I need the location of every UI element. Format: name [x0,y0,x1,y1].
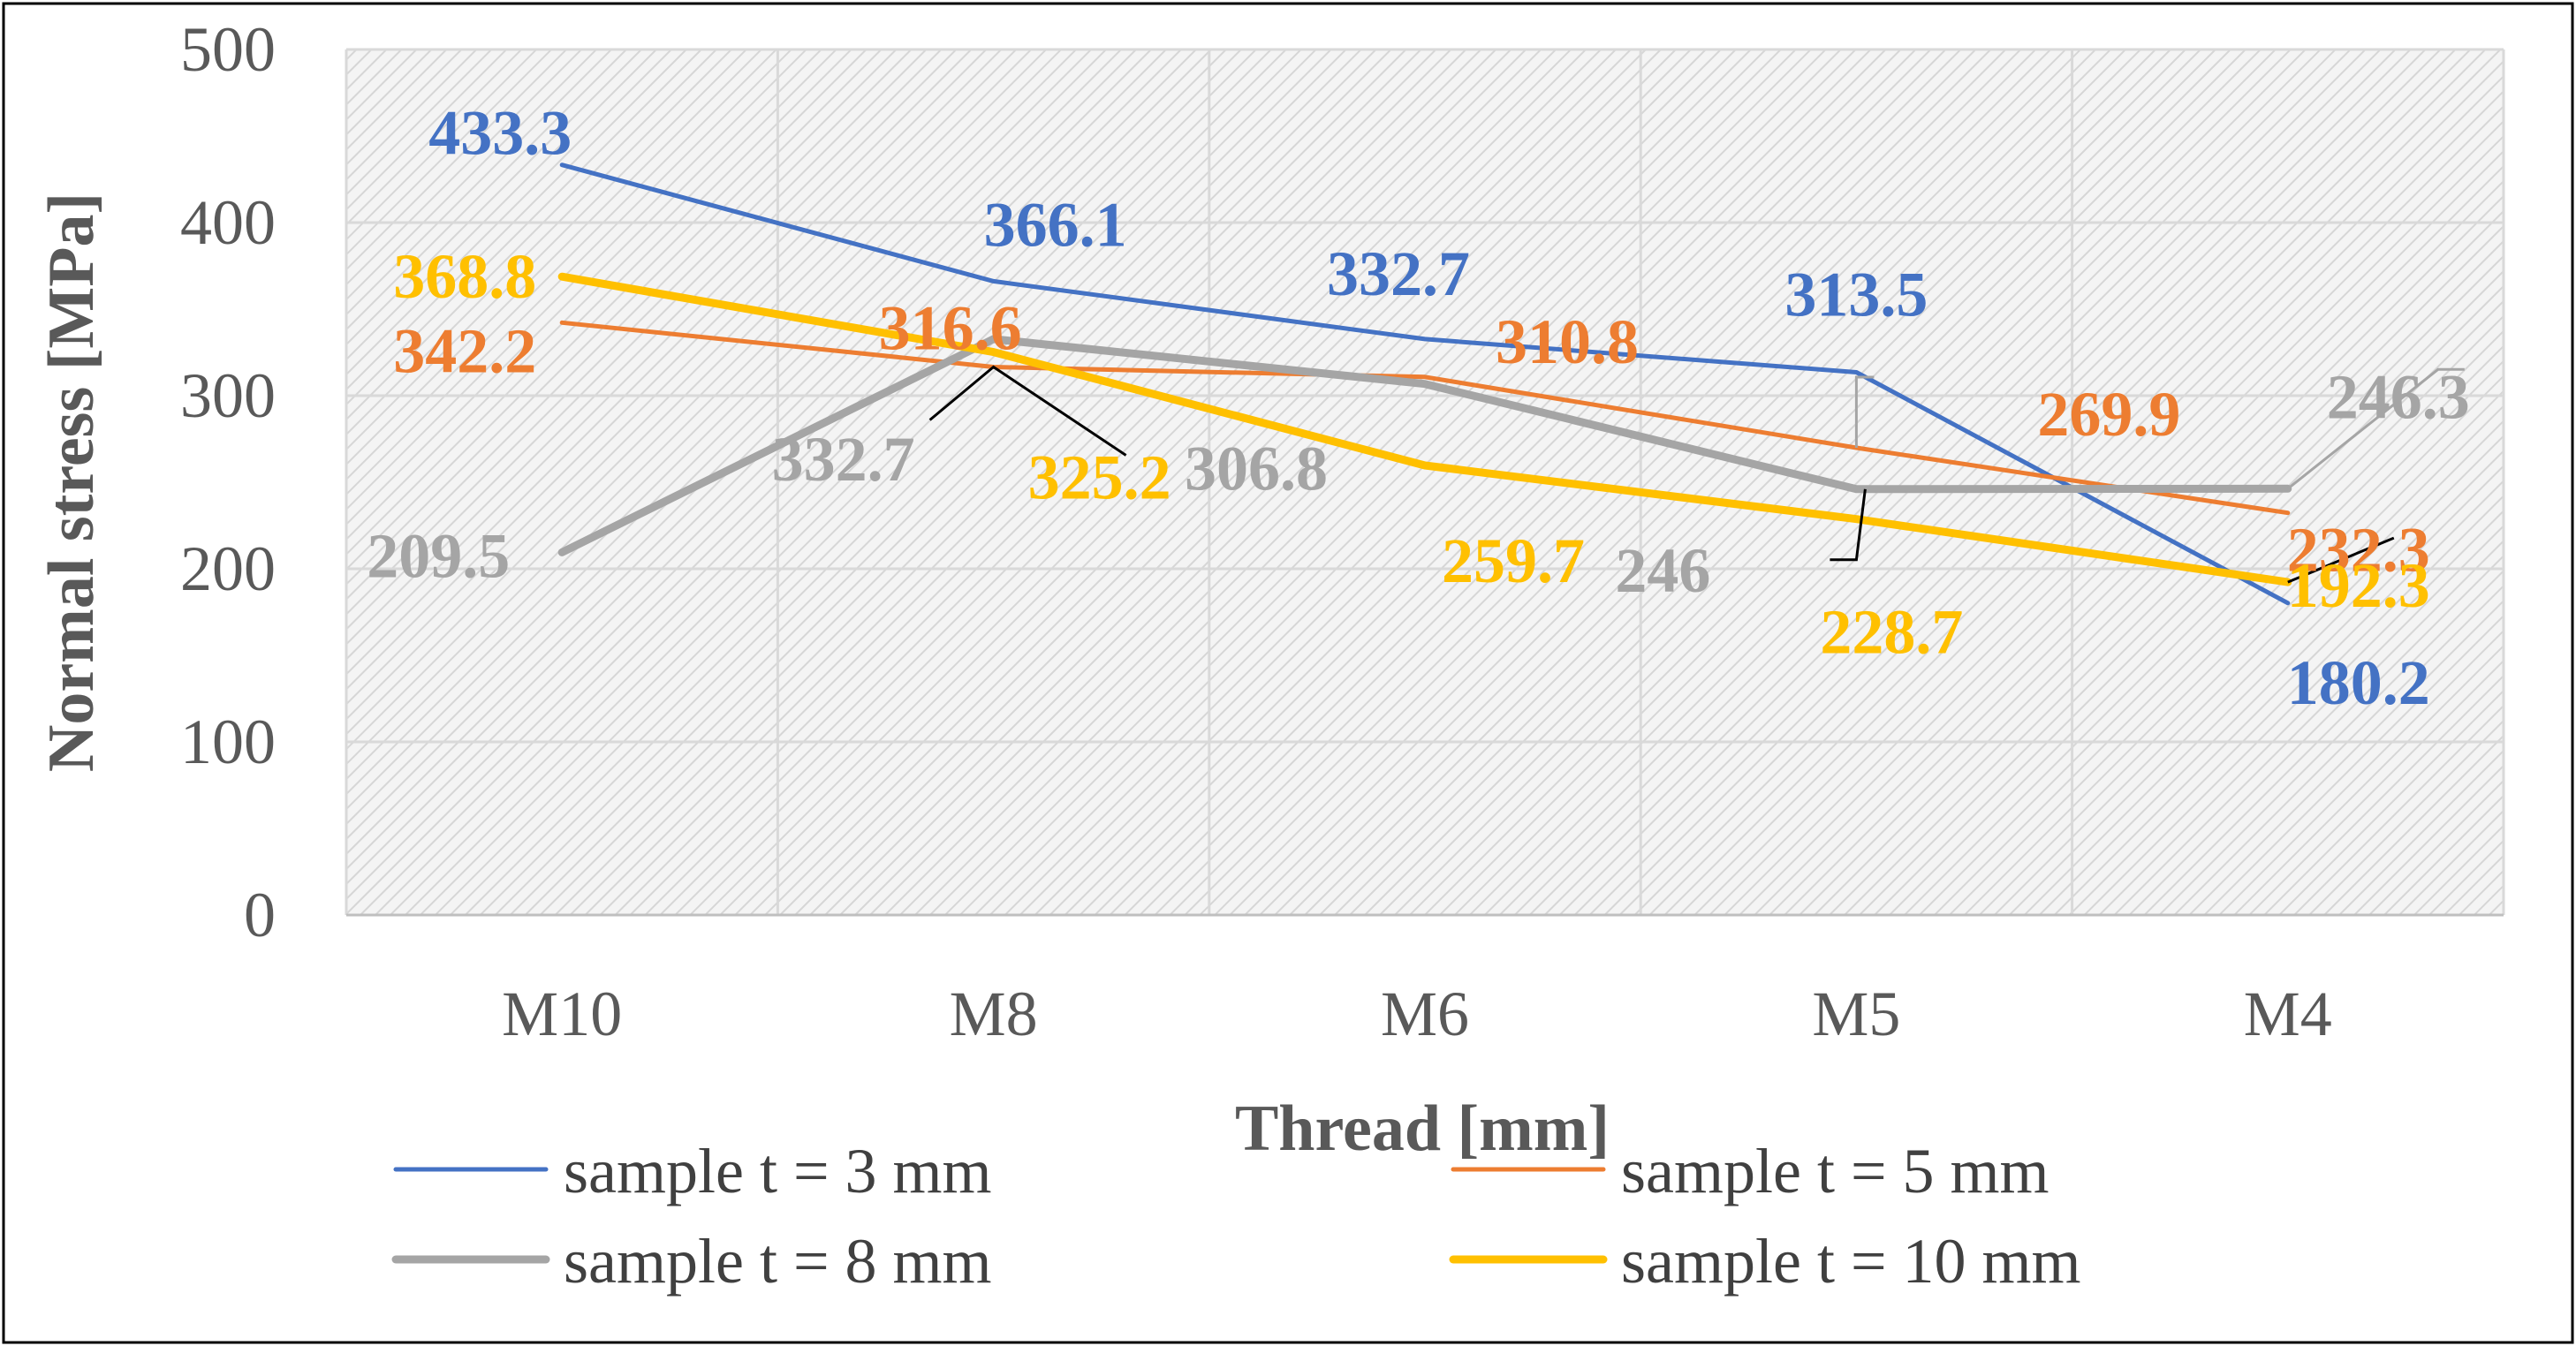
data-label-s3-m5: 246 [1615,535,1710,606]
data-label-s4-m8: 325.2 [1028,442,1171,513]
data-label-s4-m6: 259.7 [1442,526,1585,596]
leader-line-s2-2 [928,365,1127,457]
data-label-s2-m6: 310.8 [1496,306,1639,377]
data-label-s2-m8: 316.6 [879,292,1022,363]
legend-label-2: sample t = 5 mm [1621,1136,2049,1206]
data-label-s1-m10: 433.3 [428,98,572,169]
x-axis-title: Thread [mm] [1235,1093,1610,1165]
data-label-s1-m6: 332.7 [1327,238,1470,309]
series-2-point-1 [561,321,563,323]
y-axis-ticks: 0 100 200 300 400 500 [180,14,276,950]
data-label-s3-m8: 332.7 [772,424,915,495]
data-label-s2-m4: 232.3 [2287,515,2430,586]
series-4-point-4 [1855,518,1857,520]
x-axis-ticks: M10 M8 M6 M5 M4 [502,979,2332,1049]
data-label-s1-m8: 366.1 [984,189,1127,260]
data-label-s4-m10: 368.8 [393,241,536,312]
data-label-s4-m5: 228.7 [1820,597,1963,668]
series-1-point-3 [1424,338,1426,340]
series-1-point-1 [561,164,563,166]
data-label-s2-m5: 269.9 [2037,379,2180,450]
leader-line-s2-4 [1854,375,1875,448]
legend-label-1: sample t = 3 mm [564,1136,992,1206]
legend-label-4: sample t = 10 mm [1621,1226,2081,1297]
x-tick-label-m5: M5 [1812,979,1900,1049]
x-tick-label-m10: M10 [502,979,622,1049]
y-tick-label-0: 0 [244,880,276,950]
leader-line-s4-5 [2287,536,2395,584]
data-label-s1-m5: 313.5 [1784,260,1928,330]
series-1-point-2 [993,280,995,282]
series-3-point-4 [1855,488,1857,490]
series-1-point-5 [2287,602,2289,604]
data-label-s2-m10: 342.2 [393,315,536,386]
data-labels: 433.3 366.1 332.7 313.5 180.2 342.2 316.6 310.8… [367,98,2470,718]
gridlines [345,48,2505,917]
series-3-point-3 [1424,383,1426,385]
label-leader-lines [928,365,2465,584]
y-tick-label-100: 100 [180,707,276,777]
series-2-point-5 [2287,512,2289,514]
x-tick-label-m4: M4 [2244,979,2332,1049]
data-label-s3-m4: 246.3 [2327,361,2470,432]
x-tick-label-m6: M6 [1381,979,1469,1049]
y-tick-label-500: 500 [180,14,276,85]
series-4-point-1 [561,276,563,277]
series-2-point-3 [1424,376,1426,378]
leader-line-s3-5 [2286,367,2465,490]
x-tick-label-m8: M8 [950,979,1038,1049]
series-3-point-1 [561,551,563,553]
data-label-s1-m4: 180.2 [2287,647,2430,718]
data-label-s4-m4: 192.3 [2287,550,2430,621]
leader-line-s3-4 [1830,488,1867,562]
series-lines [557,163,2292,606]
data-label-s3-m6: 306.8 [1185,434,1328,504]
legend-label-3: sample t = 8 mm [564,1226,992,1297]
y-tick-label-200: 200 [180,533,276,604]
y-tick-label-300: 300 [180,360,276,431]
legend: sample t = 3 mm sample t = 5 mm sample t =… [391,1136,2081,1297]
y-tick-label-400: 400 [180,187,276,258]
plot-area [346,49,2504,915]
series-1-point-4 [1855,372,1857,374]
series-3-point-2 [993,338,995,340]
y-axis-title: Normal stress [MPa] [35,193,108,772]
data-label-s3-m10: 209.5 [367,520,510,591]
